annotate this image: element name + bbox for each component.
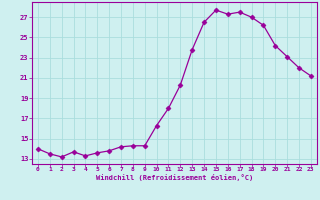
- X-axis label: Windchill (Refroidissement éolien,°C): Windchill (Refroidissement éolien,°C): [96, 174, 253, 181]
